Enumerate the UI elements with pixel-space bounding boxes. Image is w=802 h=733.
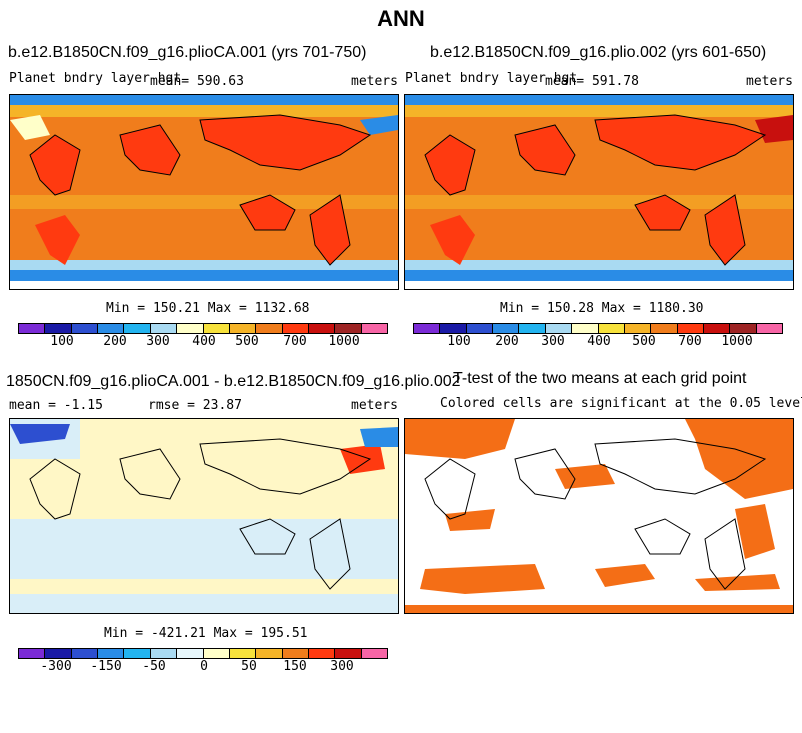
colorbar-swatch [335,649,362,658]
colorbar-swatch [177,649,204,658]
panel3-map-image [10,419,398,613]
panel3-unit: meters [351,398,398,413]
colorbar-swatch [256,324,283,333]
panel3-colorbar [18,648,388,659]
colorbar-swatch [651,324,678,333]
panel2-map [404,94,794,290]
colorbar-swatch [572,324,599,333]
colorbar-tick: 700 [283,334,307,349]
colorbar-swatch [756,324,783,333]
colorbar-swatch [598,324,625,333]
panel2-mean: mean= 591.78 [545,74,639,89]
panel4-map-image [405,419,793,613]
colorbar-tick: 500 [235,334,259,349]
colorbar-swatch [624,324,652,333]
colorbar-swatch [677,324,704,333]
colorbar-swatch [229,324,257,333]
colorbar-swatch [414,324,441,333]
panel1-variable-label: Planet bndry layer hgt [9,71,182,86]
colorbar-swatch [71,649,99,658]
colorbar-tick: -50 [142,659,166,674]
panel2-minmax: Min = 150.28 Max = 1180.30 [500,301,704,316]
panel1-map-image [10,95,398,289]
colorbar-swatch [703,324,731,333]
panel3-rmse: rmse = 23.87 [148,398,242,413]
colorbar-swatch [282,649,309,658]
panel2-title: b.e12.B1850CN.f09_g16.plio.002 (yrs 601-… [430,44,767,61]
colorbar-tick: 300 [541,334,565,349]
panel2-variable-label: Planet bndry layer hgt [405,71,578,86]
colorbar-swatch [203,649,230,658]
colorbar-swatch [519,324,546,333]
colorbar-tick: 300 [146,334,170,349]
colorbar-tick: 200 [103,334,127,349]
colorbar-swatch [150,649,178,658]
panel4-subtitle: Colored cells are significant at the 0.0… [440,396,802,411]
colorbar-swatch [124,324,151,333]
panel4-title: T-test of the two means at each grid poi… [453,370,747,387]
colorbar-swatch [177,324,204,333]
panel1-mean: mean= 590.63 [150,74,244,89]
colorbar-swatch [19,324,46,333]
colorbar-tick: 1000 [721,334,753,349]
colorbar-tick: 700 [678,334,702,349]
colorbar-tick: 100 [447,334,471,349]
colorbar-swatch [308,324,336,333]
panel1-title: b.e12.B1850CN.f09_g16.plioCA.001 (yrs 70… [8,44,367,61]
colorbar-swatch [45,324,72,333]
colorbar-tick: 150 [283,659,307,674]
panel3-mean: mean = -1.15 [9,398,103,413]
panel1-colorbar [18,323,388,334]
colorbar-swatch [545,324,573,333]
colorbar-swatch [466,324,494,333]
panel2-colorbar [413,323,783,334]
colorbar-tick: -300 [40,659,72,674]
colorbar-swatch [45,649,72,658]
colorbar-swatch [493,324,520,333]
colorbar-tick: 400 [587,334,611,349]
colorbar-tick: 50 [241,659,257,674]
colorbar-swatch [150,324,178,333]
colorbar-tick: 1000 [328,334,360,349]
colorbar-tick: 300 [330,659,354,674]
colorbar-tick: 0 [200,659,208,674]
colorbar-swatch [203,324,230,333]
colorbar-swatch [124,649,151,658]
colorbar-tick: 200 [495,334,519,349]
panel2-map-image [405,95,793,289]
colorbar-swatch [19,649,46,658]
colorbar-swatch [71,324,99,333]
colorbar-tick: 500 [632,334,656,349]
colorbar-tick: 100 [50,334,74,349]
panel3-map [9,418,399,614]
colorbar-swatch [98,649,125,658]
colorbar-swatch [256,649,283,658]
panel4-map [404,418,794,614]
colorbar-tick: -150 [90,659,122,674]
colorbar-swatch [361,324,388,333]
colorbar-tick: 400 [192,334,216,349]
panel1-unit: meters [351,74,398,89]
colorbar-swatch [308,649,336,658]
colorbar-swatch [229,649,257,658]
panel3-minmax: Min = -421.21 Max = 195.51 [104,626,308,641]
panel1-map [9,94,399,290]
colorbar-swatch [282,324,309,333]
colorbar-swatch [361,649,388,658]
colorbar-swatch [440,324,467,333]
colorbar-swatch [730,324,757,333]
panel2-unit: meters [746,74,793,89]
panel1-minmax: Min = 150.21 Max = 1132.68 [106,301,310,316]
colorbar-swatch [98,324,125,333]
colorbar-swatch [335,324,362,333]
panel3-title: 1850CN.f09_g16.plioCA.001 - b.e12.B1850C… [6,373,461,390]
figure-title: ANN [377,6,425,31]
